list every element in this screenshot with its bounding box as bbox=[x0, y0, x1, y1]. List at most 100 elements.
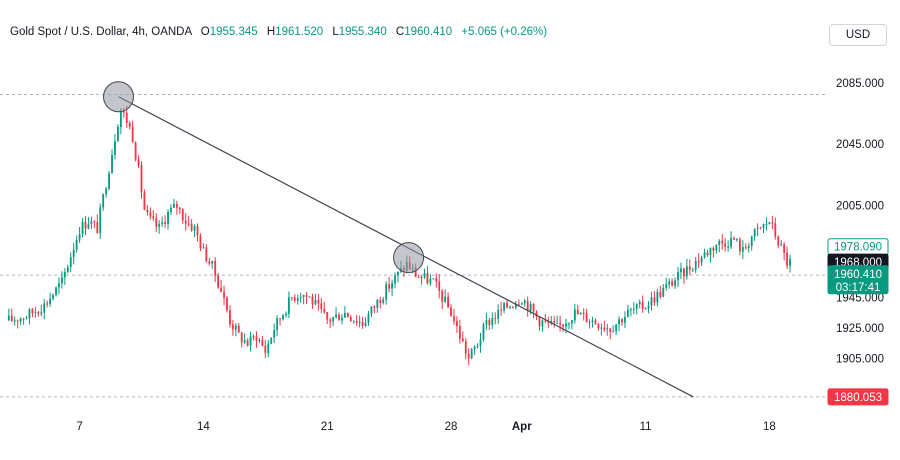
symbol-title: Gold Spot / U.S. Dollar, 4h, OANDA bbox=[10, 26, 192, 38]
x-tick-label: 21 bbox=[321, 421, 334, 433]
candle-body bbox=[547, 320, 550, 323]
candle-body bbox=[305, 295, 308, 297]
candle-body bbox=[93, 221, 96, 223]
candle-body bbox=[680, 268, 682, 273]
candle-body bbox=[255, 336, 258, 341]
x-tick-label: 7 bbox=[76, 421, 82, 433]
candle-body bbox=[119, 110, 122, 127]
candle-body bbox=[81, 221, 84, 235]
candle-body bbox=[520, 303, 523, 305]
candle-body bbox=[739, 239, 741, 252]
candle-body bbox=[635, 304, 638, 310]
candle-body bbox=[665, 284, 668, 288]
candle-body bbox=[49, 298, 52, 304]
candle-body bbox=[461, 338, 464, 342]
candle-body bbox=[573, 309, 576, 321]
highlight-circle[interactable] bbox=[393, 242, 425, 274]
candle-body bbox=[559, 322, 562, 325]
candle-body bbox=[653, 297, 656, 303]
candle-body bbox=[517, 304, 520, 306]
candle-body bbox=[52, 294, 54, 299]
candle-body bbox=[211, 260, 214, 264]
candle-body bbox=[202, 247, 205, 249]
candle-body bbox=[632, 309, 635, 311]
candle-body bbox=[58, 283, 60, 288]
candle-body bbox=[25, 318, 28, 320]
candle-body bbox=[19, 318, 22, 322]
candle-body bbox=[117, 126, 119, 142]
candle-body bbox=[370, 306, 373, 314]
candle-body bbox=[226, 297, 228, 311]
candle-body bbox=[7, 315, 10, 321]
candle-body bbox=[282, 315, 284, 320]
candle-body bbox=[128, 122, 131, 127]
candle-body bbox=[541, 320, 544, 327]
candle-body bbox=[190, 223, 193, 231]
candle-body bbox=[385, 284, 388, 300]
candle-body bbox=[352, 320, 355, 322]
candle-body bbox=[494, 318, 497, 320]
change-value: +5.065 (+0.26%) bbox=[461, 26, 548, 38]
candle-body bbox=[606, 328, 609, 330]
candle-body bbox=[243, 340, 246, 343]
x-tick-label: 28 bbox=[445, 421, 458, 433]
candle-body bbox=[114, 141, 116, 156]
y-tick-label: 2005.000 bbox=[836, 200, 884, 212]
candle-body bbox=[562, 324, 564, 327]
highlight-circle[interactable] bbox=[103, 81, 135, 113]
y-tick-label: 1945.000 bbox=[836, 292, 884, 304]
candle-body bbox=[31, 309, 34, 314]
candle-body bbox=[96, 222, 99, 234]
candle-body bbox=[43, 303, 46, 313]
candle-body bbox=[149, 212, 152, 217]
candle-body bbox=[223, 291, 225, 298]
price-scale[interactable] bbox=[826, 0, 900, 455]
candle-body bbox=[170, 207, 172, 212]
candle-body bbox=[441, 291, 444, 302]
candle-body bbox=[175, 203, 178, 208]
candle-body bbox=[420, 276, 423, 278]
candle-body bbox=[290, 297, 293, 299]
candle-body bbox=[10, 315, 13, 321]
candle-body bbox=[134, 142, 137, 160]
candle-body bbox=[285, 313, 287, 316]
candle-body bbox=[237, 325, 240, 333]
candle-body bbox=[721, 240, 724, 244]
candle-body bbox=[258, 340, 261, 342]
candle-body bbox=[750, 236, 753, 247]
price-tag-label: 1880.053 bbox=[834, 392, 882, 404]
candle-body bbox=[544, 320, 547, 322]
candle-body bbox=[270, 337, 273, 344]
candle-body bbox=[276, 318, 279, 331]
candle-body bbox=[491, 318, 494, 326]
high-label: H bbox=[266, 26, 276, 38]
currency-button[interactable]: USD bbox=[829, 24, 887, 46]
price-tag-label: 1978.090 bbox=[834, 242, 882, 254]
candle-body bbox=[715, 245, 718, 251]
candle-body bbox=[140, 165, 143, 193]
candle-body bbox=[102, 194, 105, 208]
candle-body bbox=[308, 296, 311, 298]
candle-body bbox=[338, 314, 340, 321]
candle-body bbox=[16, 320, 19, 322]
candle-body bbox=[488, 320, 491, 326]
candle-body bbox=[293, 297, 296, 301]
candle-body bbox=[234, 325, 237, 330]
candle-body bbox=[299, 296, 302, 299]
candle-body bbox=[34, 312, 37, 314]
candle-body bbox=[615, 324, 618, 332]
candle-body bbox=[391, 283, 393, 289]
candle-body bbox=[208, 261, 211, 264]
candle-body bbox=[364, 322, 367, 326]
candle-body bbox=[279, 318, 281, 320]
x-tick-label: Apr bbox=[512, 421, 532, 433]
candle-body bbox=[550, 321, 553, 323]
close-value: 1960.410 bbox=[404, 26, 453, 38]
candle-body bbox=[709, 248, 712, 256]
candle-body bbox=[656, 291, 659, 303]
candle-body bbox=[691, 269, 694, 271]
candle-body bbox=[685, 266, 688, 277]
candle-body bbox=[314, 300, 317, 305]
